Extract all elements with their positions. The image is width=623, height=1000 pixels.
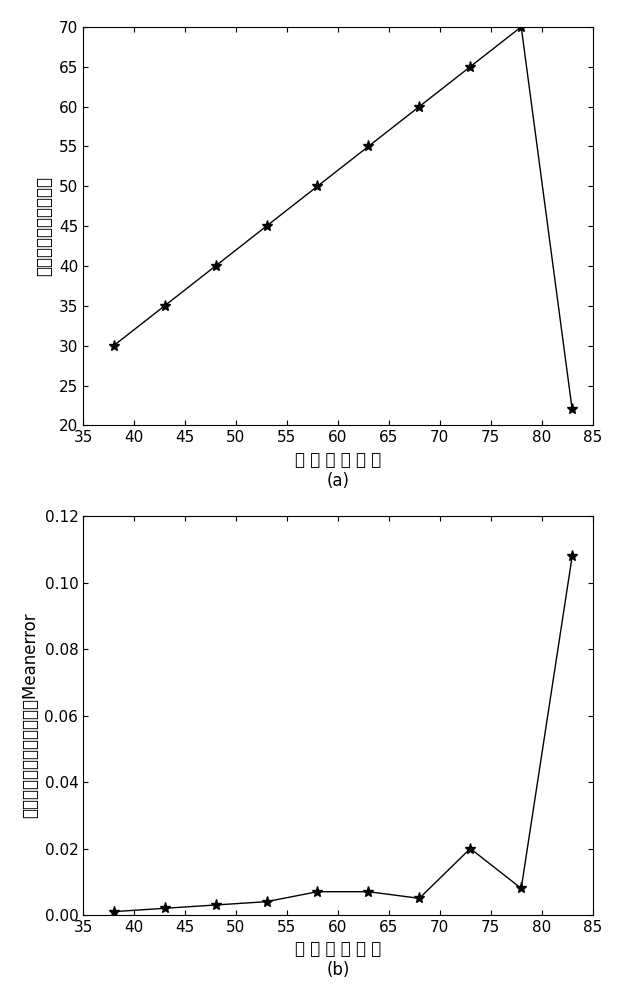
Y-axis label: 未知节点定位平均误差距离Meanerror: 未知节点定位平均误差距离Meanerror bbox=[21, 613, 39, 818]
Y-axis label: 未知节点定位准确个数: 未知节点定位准确个数 bbox=[36, 176, 54, 276]
X-axis label: 网 络 节 点 个 数
(b): 网 络 节 点 个 数 (b) bbox=[295, 940, 381, 979]
X-axis label: 网 络 节 点 个 数
(a): 网 络 节 点 个 数 (a) bbox=[295, 451, 381, 490]
